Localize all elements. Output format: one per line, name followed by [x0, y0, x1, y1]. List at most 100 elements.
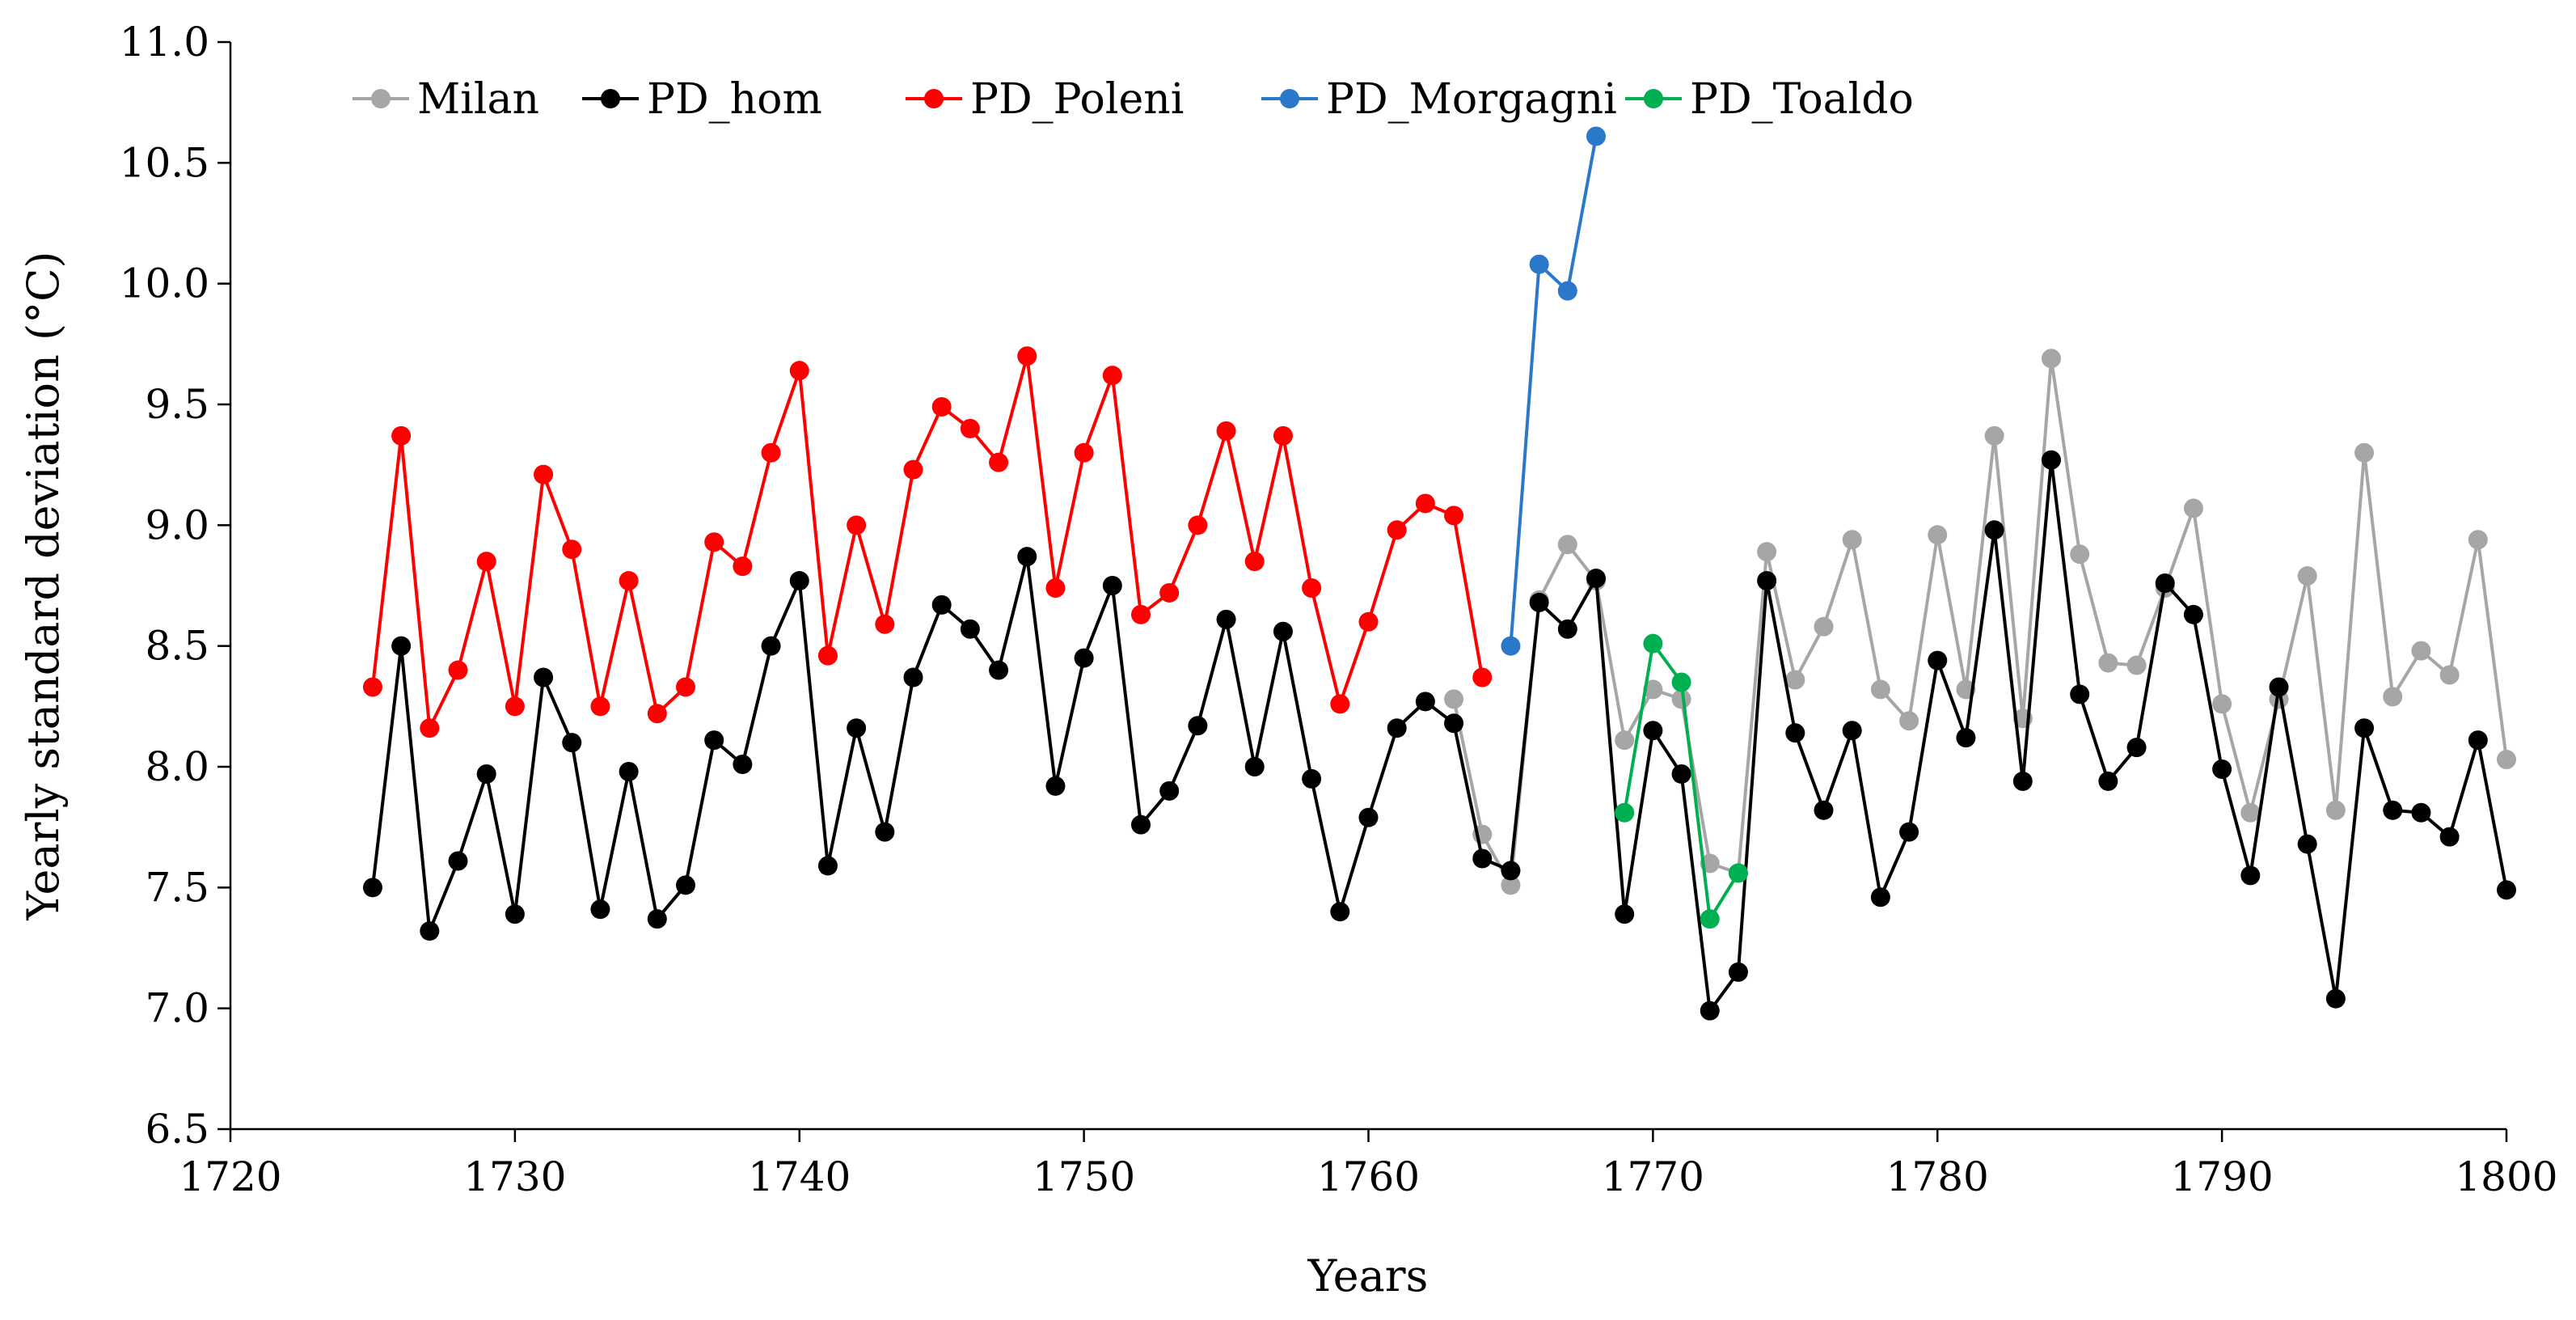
data-point-pd-hom — [505, 904, 525, 924]
data-point-pd-hom — [2468, 730, 2488, 751]
data-point-pd-poleni — [676, 677, 695, 697]
data-point-pd-hom — [2098, 771, 2118, 791]
data-point-pd-morgagni — [1529, 254, 1549, 274]
data-point-pd-hom — [1302, 768, 1322, 789]
data-point-pd-hom — [1615, 904, 1635, 924]
data-point-pd-hom — [1387, 718, 1407, 738]
data-point-pd-poleni — [1415, 493, 1435, 514]
data-point-pd-hom — [1472, 848, 1493, 869]
legend: Milan PD_hom PD_Poleni PD_Morgagni PD_Toaldo — [353, 75, 1914, 124]
data-point-pd-poleni — [989, 452, 1009, 472]
x-tick-label: 1760 — [1317, 1153, 1420, 1200]
data-point-milan — [1899, 711, 1919, 731]
data-point-milan — [1501, 875, 1521, 895]
data-point-pd-poleni — [733, 556, 753, 577]
x-tick-label: 1740 — [748, 1153, 851, 1200]
data-point-milan — [1814, 616, 1834, 637]
data-point-pd-poleni — [1472, 667, 1493, 688]
data-point-pd-hom — [1956, 728, 1976, 748]
x-tick-label: 1750 — [1033, 1153, 1135, 1200]
legend-label-pd-morgagni: PD_Morgagni — [1326, 75, 1617, 124]
data-point-pd-hom — [1045, 776, 1066, 796]
data-point-pd-poleni — [1216, 421, 1236, 441]
data-point-pd-poleni — [1188, 515, 1208, 535]
data-point-pd-hom — [1131, 814, 1151, 835]
data-point-pd-hom — [789, 571, 809, 591]
y-tick-label: 8.0 — [145, 743, 209, 790]
data-point-pd-hom — [1444, 713, 1464, 734]
legend-item-pd-toaldo: PD_Toaldo — [1625, 75, 1914, 124]
data-point-pd-poleni — [476, 552, 496, 572]
x-axis-title: Years — [1307, 1250, 1429, 1301]
data-point-milan — [2240, 802, 2261, 823]
x-axis-ticks: 1720 1730 1740 1750 1760 1770 1780 1790 1800 — [179, 1129, 2558, 1200]
data-point-pd-hom — [875, 822, 895, 842]
data-point-pd-hom — [1074, 648, 1094, 668]
data-point-pd-hom — [420, 921, 440, 941]
legend-item-pd-morgagni: PD_Morgagni — [1261, 75, 1617, 124]
data-point-pd-hom — [1643, 721, 1663, 741]
data-point-pd-poleni — [903, 459, 923, 480]
data-point-milan — [2468, 530, 2488, 550]
data-point-milan — [2126, 655, 2147, 675]
data-point-pd-poleni — [1387, 520, 1407, 540]
data-point-pd-hom — [1102, 576, 1122, 595]
data-point-pd-morgagni — [1586, 126, 1606, 146]
y-tick-label: 7.5 — [145, 864, 209, 911]
data-point-milan — [2354, 442, 2375, 463]
data-point-pd-toaldo — [1671, 672, 1691, 692]
legend-label-pd-toaldo: PD_Toaldo — [1690, 75, 1914, 124]
data-point-pd-hom — [1330, 902, 1350, 922]
data-point-pd-hom — [2354, 718, 2375, 738]
series-pd-hom — [362, 450, 2516, 1021]
data-point-pd-hom — [1728, 962, 1748, 982]
data-point-milan — [2297, 566, 2317, 586]
data-point-pd-hom — [1415, 692, 1435, 712]
data-point-pd-poleni — [362, 677, 382, 697]
data-point-milan — [1444, 689, 1464, 709]
data-point-milan — [2183, 498, 2203, 518]
legend-label-milan: Milan — [417, 75, 539, 124]
data-point-pd-poleni — [931, 396, 952, 417]
data-point-milan — [2497, 750, 2516, 770]
data-point-pd-hom — [1188, 716, 1208, 736]
data-point-pd-hom — [1757, 571, 1777, 591]
data-point-pd-hom — [2070, 684, 2090, 704]
y-tick-label: 6.5 — [145, 1106, 209, 1153]
series-line-milan — [1452, 357, 2508, 887]
data-point-milan — [1928, 525, 1948, 545]
data-point-milan — [1984, 425, 2004, 446]
series-pd-poleni — [362, 346, 1493, 738]
data-point-pd-hom — [761, 636, 781, 656]
data-point-pd-hom — [960, 619, 980, 639]
data-point-milan — [1557, 535, 1577, 555]
data-point-pd-poleni — [619, 571, 639, 591]
data-point-pd-hom — [590, 899, 610, 920]
x-tick-label: 1720 — [179, 1153, 281, 1200]
data-point-pd-poleni — [817, 645, 838, 666]
y-tick-label: 9.0 — [145, 501, 209, 548]
data-point-pd-hom — [2325, 988, 2346, 1009]
y-tick-label: 10.0 — [120, 260, 209, 307]
data-point-pd-hom — [847, 718, 867, 738]
series-layer — [362, 126, 2516, 1021]
data-point-pd-poleni — [1017, 346, 1037, 366]
series-line-pd-morgagni — [1509, 136, 1598, 646]
data-point-milan — [2411, 641, 2431, 661]
y-tick-label: 11.0 — [120, 19, 209, 66]
data-point-pd-hom — [733, 755, 753, 775]
data-point-pd-hom — [1501, 861, 1521, 881]
data-point-pd-poleni — [534, 464, 554, 484]
data-point-pd-hom — [1700, 1001, 1720, 1021]
legend-marker-milan — [371, 89, 391, 108]
data-point-pd-toaldo — [1728, 863, 1748, 883]
legend-label-pd-poleni: PD_Poleni — [970, 75, 1184, 124]
x-tick-label: 1770 — [1602, 1153, 1704, 1200]
legend-item-pd-hom: PD_hom — [582, 75, 822, 124]
data-point-pd-hom — [2126, 738, 2147, 758]
data-point-milan — [2325, 800, 2346, 820]
data-point-milan — [2042, 349, 2061, 369]
data-point-pd-hom — [2155, 573, 2175, 594]
series-pd-morgagni — [1501, 126, 1606, 656]
